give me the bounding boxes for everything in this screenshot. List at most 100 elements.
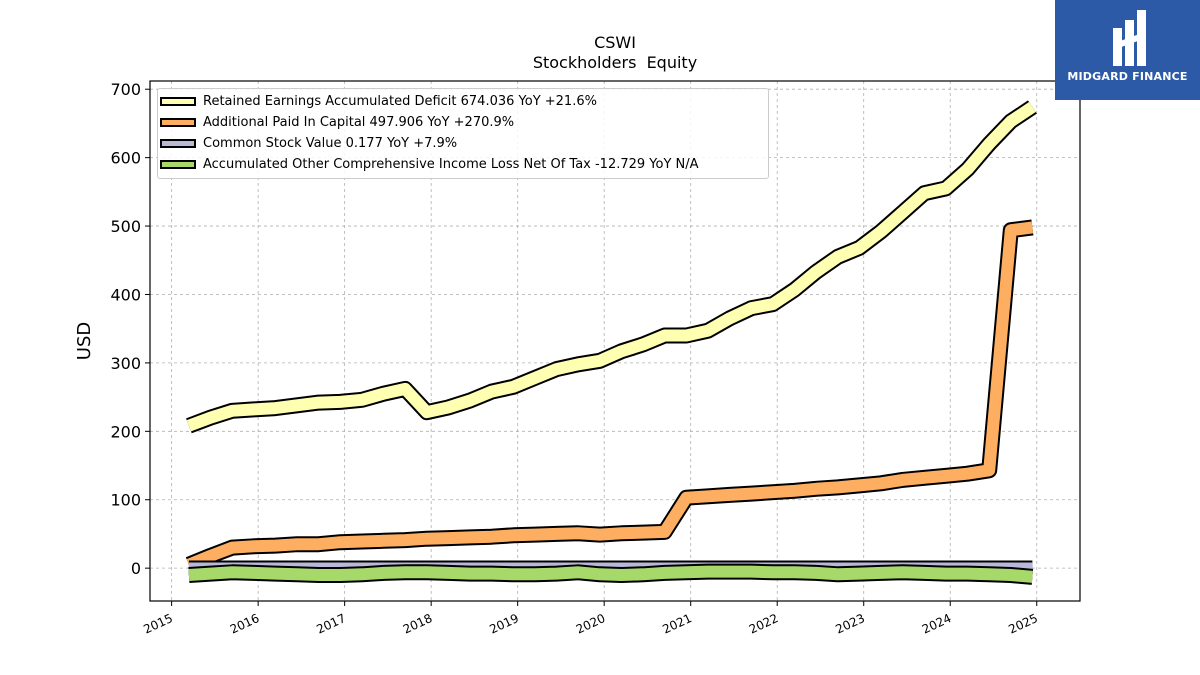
data-point [664,531,665,532]
x-tick-label: 2017 [314,611,348,637]
y-tick-label: 200 [110,422,141,441]
data-point [902,479,903,480]
data-point [643,532,644,533]
data-point [816,271,817,272]
y-tick-label: 100 [110,491,141,510]
data-point [210,555,211,556]
data-point [621,351,622,352]
legend-swatch [160,138,196,148]
legend-label: Retained Earnings Accumulated Deficit 67… [203,93,597,109]
data-point [1010,121,1011,122]
data-point [448,572,449,573]
data-point [361,399,362,400]
data-point [491,391,492,392]
chart-subtitle: Stockholders Equity [533,53,697,72]
data-point [751,493,752,494]
data-point [534,574,535,575]
data-point [924,572,925,573]
y-tick-label: 700 [110,80,141,99]
data-point [1032,227,1033,228]
data-point [707,496,708,497]
data-point [405,388,406,389]
data-point [945,573,946,574]
data-point [188,425,189,426]
data-point [707,571,708,572]
y-tick-label: 300 [110,354,141,373]
data-point [253,409,254,410]
data-point [816,488,817,489]
data-point [232,547,233,548]
data-point [513,574,514,575]
data-point [794,572,795,573]
legend-label: Accumulated Other Comprehensive Income L… [203,156,699,172]
data-point [751,308,752,309]
data-point [578,533,579,534]
x-tick-label: 2023 [833,611,867,637]
data-point [253,546,254,547]
data-point [275,545,276,546]
data-point [534,377,535,378]
data-point [361,541,362,542]
data-point [751,571,752,572]
legend-label: Additional Paid In Capital 497.906 YoY +… [203,114,515,130]
data-point [426,412,427,413]
data-point [188,574,189,575]
data-point [902,212,903,213]
data-point [837,487,838,488]
data-point [686,335,687,336]
data-point [880,572,881,573]
data-point [643,574,644,575]
data-point [621,533,622,534]
data-point [772,492,773,493]
data-point [664,335,665,336]
data-point [296,405,297,406]
data-point [816,572,817,573]
data-point [772,303,773,304]
data-point [513,535,514,536]
data-point [859,485,860,486]
data-point [448,537,449,538]
data-point [772,572,773,573]
data-point [232,572,233,573]
data-point [340,574,341,575]
legend-item: Additional Paid In Capital 497.906 YoY +… [158,112,514,132]
data-point [405,572,406,573]
data-point [837,574,838,575]
y-tick-label: 600 [110,149,141,168]
legend-swatch [160,117,196,127]
data-point [1032,106,1033,107]
data-point [1032,576,1033,577]
data-point [686,497,687,498]
series-line [186,221,1034,571]
data-point [729,494,730,495]
data-point [902,572,903,573]
x-tick-label: 2018 [401,611,435,637]
data-point [967,573,968,574]
data-point [426,538,427,539]
legend-label: Common Stock Value 0.177 YoY +7.9% [203,135,458,151]
data-point [967,473,968,474]
data-point [578,364,579,365]
x-tick-label: 2022 [747,611,781,637]
data-point [296,574,297,575]
data-point [232,410,233,411]
data-point [859,573,860,574]
data-point [556,368,557,369]
data-point [275,573,276,574]
y-tick-label: 500 [110,217,141,236]
y-tick-label: 0 [131,559,141,578]
data-point [340,542,341,543]
data-point [383,540,384,541]
data-point [469,537,470,538]
x-tick-label: 2025 [1006,611,1040,637]
y-tick-label: 400 [110,285,141,304]
data-point [794,289,795,290]
data-point [1010,230,1011,231]
data-point [448,407,449,408]
data-point [513,386,514,387]
data-point [340,401,341,402]
data-point [318,402,319,403]
plot-frame [149,80,1081,602]
data-point [1010,574,1011,575]
